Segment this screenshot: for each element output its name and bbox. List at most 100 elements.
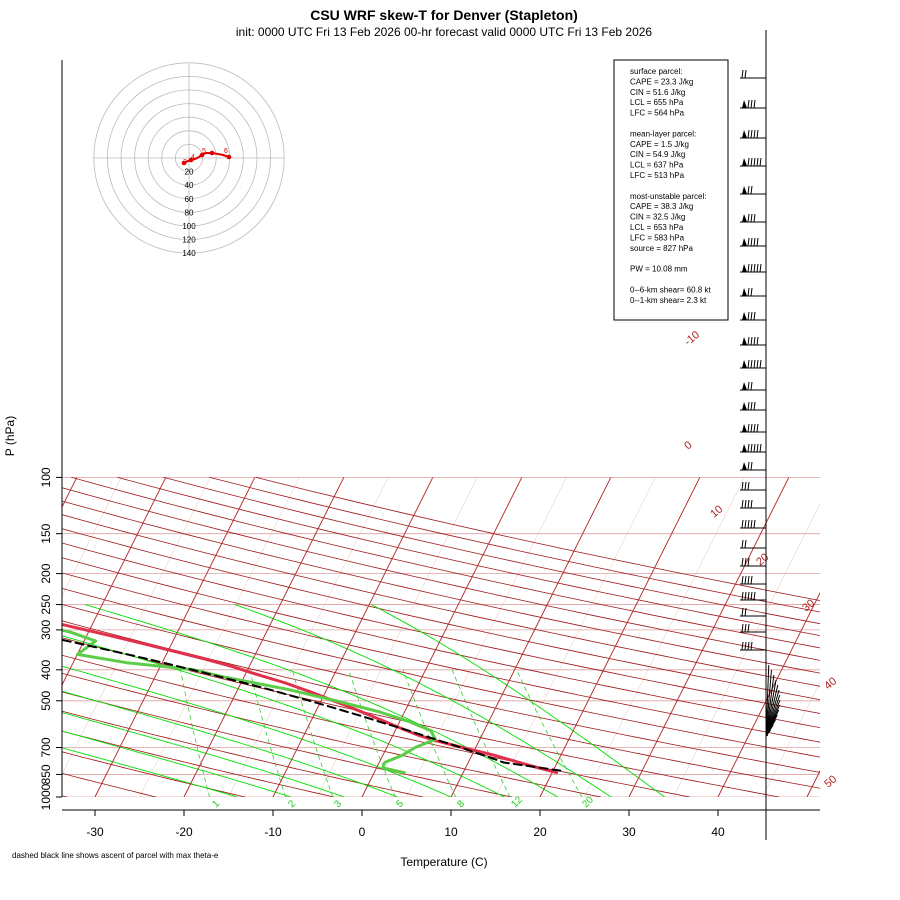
wind-barb-feather	[741, 69, 744, 79]
wind-barb-feather	[756, 263, 759, 273]
mixing-ratio-line	[291, 669, 334, 797]
stats-line: LCL = 653 hPa	[630, 223, 684, 232]
stats-line: LFC = 564 hPa	[630, 109, 685, 118]
wind-barb-feather	[750, 287, 753, 297]
moist-adiabat	[234, 604, 612, 797]
wind-barb-pennant	[742, 462, 747, 470]
wind-barb-pennant	[742, 360, 747, 368]
mixing-ratio-label: 2	[286, 798, 298, 810]
dry-adiabat	[62, 710, 424, 797]
isotherm-label: 10	[708, 503, 725, 520]
wind-barb-feather	[747, 443, 750, 453]
dry-adiabat	[117, 476, 820, 637]
isotherm-line	[806, 769, 820, 797]
isotherm-label: 50	[822, 773, 839, 790]
wind-barb-pennant	[742, 288, 747, 296]
moist-adiabat	[62, 712, 345, 797]
dry-adiabat	[62, 772, 157, 797]
wind-barb-feather	[747, 237, 750, 247]
trace-temperature	[62, 622, 559, 775]
dry-adiabat	[62, 514, 820, 687]
mixing-ratio-label: 3	[332, 798, 344, 810]
x-axis-label: Temperature (C)	[400, 855, 487, 869]
stats-line: source = 827 hPa	[630, 244, 693, 253]
wind-barb-feather	[753, 359, 756, 369]
wind-barb-feather	[753, 99, 756, 109]
wind-barb-feather	[747, 481, 750, 491]
wind-barb-feather	[750, 381, 753, 391]
hodograph-ring-label: 40	[185, 181, 194, 190]
stats-line: CAPE = 23.3 J/kg	[630, 77, 693, 86]
mixing-ratio-label: 5	[394, 798, 406, 810]
stats-box	[613, 59, 729, 321]
wind-barb-pennant	[742, 264, 747, 272]
wind-barb-pennant	[742, 424, 747, 432]
x-tick-label: -20	[175, 825, 193, 839]
dry-adiabat	[209, 476, 820, 613]
wind-barb-feather	[750, 129, 753, 139]
wind-barb-feather	[750, 423, 753, 433]
wind-barb-feather	[750, 519, 753, 529]
wind-barb-feather	[747, 336, 750, 346]
wind-barb-pennant	[742, 100, 747, 108]
wind-barb-feather	[744, 539, 747, 549]
stats-line: most-unstable parcel:	[630, 192, 706, 201]
dry-adiabat	[62, 587, 820, 758]
moist-adiabat	[62, 690, 399, 797]
wind-barb-feather	[756, 336, 759, 346]
wind-barb-feather	[741, 539, 744, 549]
wind-barb-feather	[753, 336, 756, 346]
wind-barb-feather	[741, 607, 744, 617]
isotherm-thin-line	[406, 477, 567, 797]
wind-barb-feather	[750, 499, 753, 509]
wind-barb-feather	[741, 591, 744, 601]
hodograph-ring-label: 120	[182, 236, 196, 245]
wind-barb-feather	[747, 311, 750, 321]
wind-barb-feather	[744, 499, 747, 509]
wind-barb-feather	[750, 359, 753, 369]
wind-barb-feather	[750, 575, 753, 585]
chart-title: CSU WRF skew-T for Denver (Stapleton)	[310, 7, 578, 23]
wind-barb-feather	[753, 157, 756, 167]
wind-barb-feather	[744, 69, 747, 79]
stats-line: CIN = 54.9 J/kg	[630, 150, 685, 159]
wind-barb-feather	[750, 443, 753, 453]
isotherm-thin-line	[495, 477, 656, 797]
wind-barb-feather	[753, 213, 756, 223]
wind-barbs	[740, 30, 781, 840]
x-tick-label: 40	[711, 825, 725, 839]
wind-barb-feather	[750, 311, 753, 321]
y-axis-label: P (hPa)	[3, 416, 17, 456]
dry-adiabat	[62, 795, 68, 797]
dry-adiabat	[62, 487, 820, 661]
isotherm-label: 0	[682, 439, 694, 452]
wind-barb-feather	[753, 591, 756, 601]
hodograph: 20 40 60 80 100 120 140 245 6	[93, 62, 285, 258]
wind-barb-low-level	[765, 669, 772, 737]
wind-barb-low-level	[765, 664, 770, 737]
moist-adiabat	[62, 747, 238, 797]
wind-barb-pennant	[742, 312, 747, 320]
dry-adiabat	[62, 572, 820, 743]
wind-barb-feather	[747, 263, 750, 273]
wind-barb-feather	[744, 607, 747, 617]
hodograph-height-dot	[209, 150, 215, 156]
wind-barb-feather	[750, 157, 753, 167]
hodograph-height-dot	[188, 157, 194, 163]
sounding-traces	[62, 622, 562, 775]
wind-barb-feather	[747, 623, 750, 633]
isotherm-line	[450, 477, 612, 797]
hodograph-ring-label: 140	[182, 249, 196, 258]
wind-barb-pennant	[742, 214, 747, 222]
x-tick-label: 10	[444, 825, 458, 839]
hodograph-height-markers: 245 6	[181, 148, 232, 166]
mixing-ratio-label: 1	[210, 798, 222, 810]
trace-parcel-max-theta-e	[62, 638, 562, 772]
x-tick-label: -30	[86, 825, 104, 839]
mixing-ratio-line	[180, 669, 211, 797]
y-tick-label: 850	[39, 764, 53, 784]
stats-panel: surface parcel:CAPE = 23.3 J/kg CIN = 51.…	[613, 59, 729, 321]
wind-barb-feather	[741, 519, 744, 529]
moist-adiabat	[84, 604, 559, 797]
